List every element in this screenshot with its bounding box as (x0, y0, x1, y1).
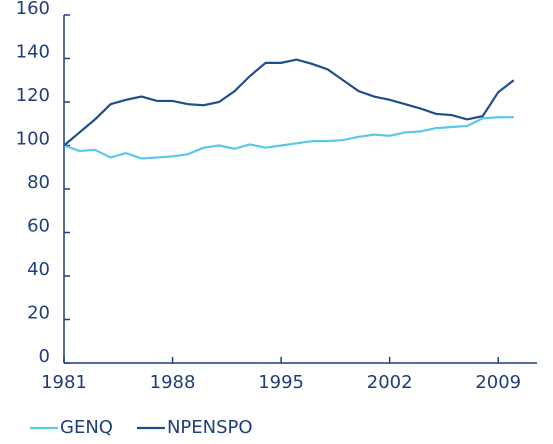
y-tick-label: 0 (39, 346, 50, 367)
y-tick-label: 160 (16, 0, 50, 19)
y-tick-label: 140 (16, 42, 50, 63)
legend-label: NPENSPO (167, 417, 253, 438)
x-tick-label: 2009 (475, 372, 521, 393)
y-tick-label: 60 (27, 216, 50, 237)
x-tick-label: 2002 (367, 372, 413, 393)
y-tick-label: 40 (27, 259, 50, 280)
y-tick-label: 120 (16, 85, 50, 106)
y-tick-label: 100 (16, 129, 50, 150)
x-tick-label: 1981 (41, 372, 87, 393)
y-tick-label: 80 (27, 172, 50, 193)
series-line (63, 58, 515, 147)
y-tick-label: 20 (27, 303, 50, 324)
legend-label: GENQ (60, 417, 113, 438)
x-tick-label: 1988 (150, 372, 196, 393)
series-line (63, 116, 514, 160)
x-tick-label: 1995 (258, 372, 304, 393)
